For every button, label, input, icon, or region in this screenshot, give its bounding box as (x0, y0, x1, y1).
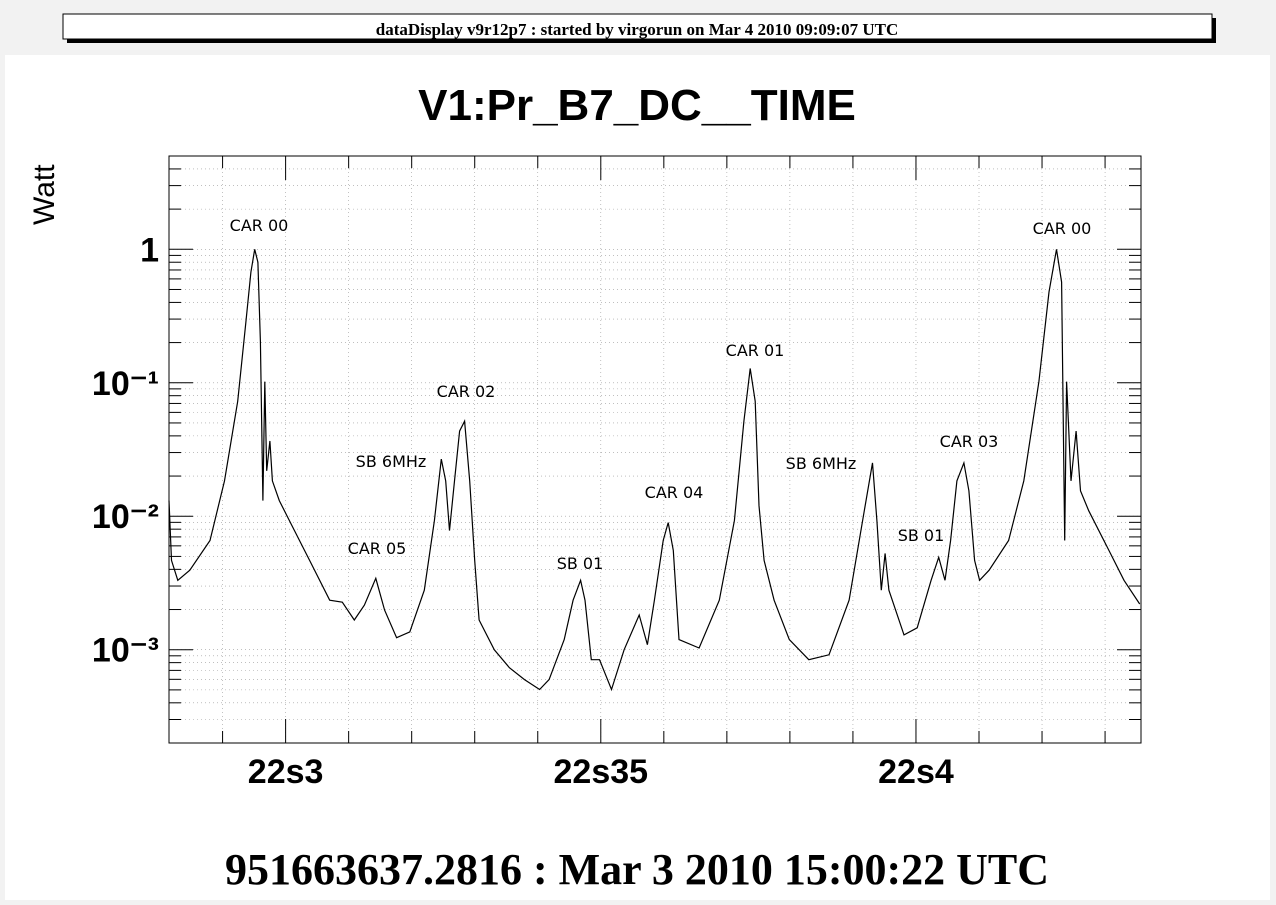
peak-annotation: CAR 04 (645, 483, 704, 502)
signal-line (168, 249, 1141, 692)
y-tick-label: 10⁻¹ (92, 365, 159, 403)
peak-annotation: SB 01 (898, 526, 945, 545)
plot-frame (168, 155, 1142, 744)
canvas (5, 55, 1270, 900)
peak-annotation: SB 6MHz (786, 454, 857, 473)
peak-annotation: CAR 02 (437, 382, 496, 401)
peak-annotation: CAR 00 (1033, 219, 1092, 238)
x-tick-label: 22s4 (878, 753, 954, 791)
y-tick-label: 10⁻² (92, 498, 159, 536)
peak-annotation: CAR 03 (940, 432, 999, 451)
peak-annotation: SB 6MHz (356, 452, 427, 471)
y-tick-label: 10⁻³ (92, 632, 159, 670)
header-box (62, 13, 1213, 40)
chart-title: V1:Pr_B7_DC__TIME (418, 81, 856, 130)
peak-annotation: SB 01 (557, 554, 604, 573)
peak-annotation: CAR 01 (726, 341, 785, 360)
x-tick-label: 22s35 (554, 753, 649, 791)
header: dataDisplay v9r12p7 : started by virgoru… (376, 20, 898, 39)
y-tick-label: 1 (140, 231, 159, 269)
x-axis-label: 951663637.2816 : Mar 3 2010 15:00:22 UTC (225, 845, 1049, 894)
peak-annotation: CAR 00 (230, 216, 289, 235)
y-axis-label: Watt (28, 164, 61, 225)
x-tick-label: 22s3 (248, 753, 324, 791)
peak-annotation: CAR 05 (348, 539, 407, 558)
